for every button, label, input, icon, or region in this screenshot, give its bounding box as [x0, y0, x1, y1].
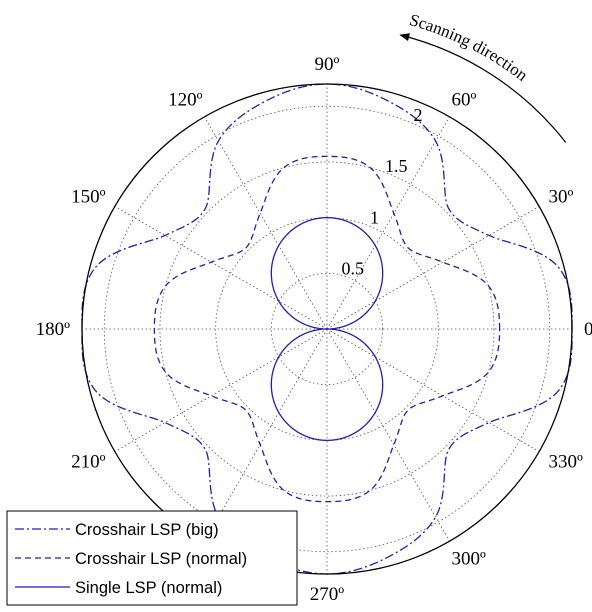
legend-label-normal: Crosshair LSP (normal) — [75, 550, 247, 568]
angle-label-300: 300º — [452, 548, 487, 569]
scanning-direction-label: Scanning direction — [407, 10, 531, 85]
legend-label-big: Crosshair LSP (big) — [75, 521, 219, 539]
radial-labels: 0.5 1 1.5 2 — [342, 105, 423, 279]
grid-spoke-2 — [326, 116, 450, 330]
angle-label-60: 60º — [452, 90, 477, 111]
scanning-direction-annotation: Scanning direction — [399, 10, 567, 143]
outer-ring — [81, 83, 573, 575]
legend: Crosshair LSP (big) Crosshair LSP (norma… — [6, 510, 298, 606]
series-line-1 — [153, 155, 501, 503]
grid-circle-0 — [270, 272, 384, 386]
angle-label-30: 30º — [548, 187, 573, 208]
angle-label-150: 150º — [71, 187, 106, 208]
grid-circle-3 — [103, 105, 551, 553]
grid-spoke-11 — [326, 328, 540, 452]
radial-label-0: 0.5 — [342, 259, 365, 279]
grid-spoke-7 — [114, 328, 328, 452]
series-line-2 — [270, 216, 384, 442]
angle-label-90: 90º — [315, 54, 340, 75]
grid-spoke-10 — [326, 328, 450, 542]
radial-label-3: 2 — [414, 105, 423, 125]
grid-spoke-5 — [114, 206, 328, 330]
angle-label-330: 330º — [548, 452, 583, 473]
grid — [82, 84, 572, 574]
grid-circle-2 — [159, 161, 495, 497]
angle-labels: 0º 30º 60º 90º 120º 150º 180º 210º 270º 300º 330º — [36, 54, 592, 605]
series-group — [81, 83, 573, 575]
radial-label-1: 1 — [370, 207, 379, 227]
angle-label-180: 180º — [36, 319, 71, 340]
grid-spoke-4 — [204, 116, 328, 330]
grid-spoke-1 — [326, 206, 540, 330]
radial-label-2: 1.5 — [385, 156, 408, 176]
angle-label-270: 270º — [310, 584, 345, 605]
series-line-0 — [81, 83, 573, 575]
angle-label-0: 0º — [584, 319, 592, 340]
legend-label-single: Single LSP (normal) — [75, 579, 222, 597]
grid-spoke-8 — [204, 328, 328, 542]
angle-label-120: 120º — [168, 90, 203, 111]
angle-label-210: 210º — [71, 452, 106, 473]
scanning-arrow — [399, 33, 567, 143]
